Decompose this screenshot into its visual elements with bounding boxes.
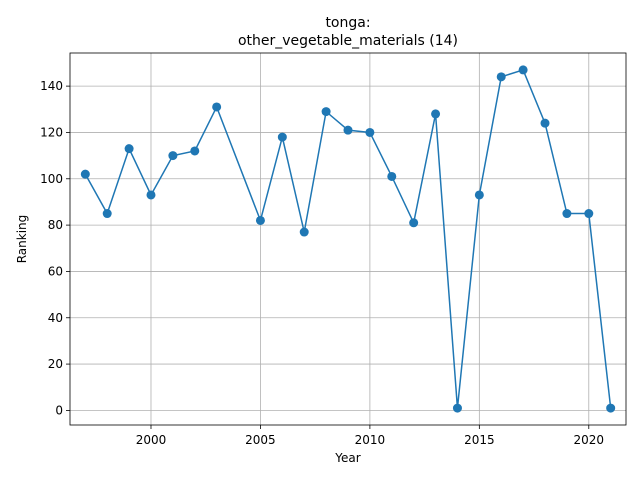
series <box>80 65 616 413</box>
data-point <box>190 146 200 156</box>
plot-frame <box>69 52 627 426</box>
chart-title-line1: tonga: <box>325 15 370 31</box>
data-point <box>474 190 484 200</box>
y-tick-label: 80 <box>48 218 63 232</box>
data-point <box>146 190 156 200</box>
ticks: 2000 2005 2010 2015 2020 0 20 40 60 80 100 120 140 <box>40 79 604 447</box>
data-point <box>102 209 112 219</box>
data-point <box>409 218 419 228</box>
x-tick-label: 2005 <box>245 433 276 447</box>
data-point <box>277 132 287 142</box>
y-tick-label: 0 <box>55 403 63 417</box>
y-tick-label: 120 <box>40 125 63 139</box>
y-tick-label: 60 <box>48 264 63 278</box>
series-line <box>84 68 612 409</box>
y-tick-label: 20 <box>48 357 63 371</box>
data-point <box>387 171 397 181</box>
data-point <box>562 209 572 219</box>
x-tick-label: 2010 <box>355 433 386 447</box>
grid <box>70 53 626 425</box>
data-point <box>124 144 134 154</box>
y-tick-label: 40 <box>48 311 63 325</box>
data-point <box>365 127 375 137</box>
data-point <box>584 209 594 219</box>
data-point <box>321 107 331 117</box>
chart-title-line2: other_vegetable_materials (14) <box>238 33 458 49</box>
data-point <box>540 118 550 128</box>
data-point <box>80 169 90 179</box>
data-point <box>452 403 462 413</box>
data-point <box>343 125 353 135</box>
x-axis-label: Year <box>334 451 360 465</box>
data-point <box>299 227 309 237</box>
data-point <box>606 403 616 413</box>
y-tick-label: 100 <box>40 172 63 186</box>
data-point <box>168 151 178 161</box>
y-tick-label: 140 <box>40 79 63 93</box>
x-tick-label: 2015 <box>464 433 495 447</box>
x-tick-label: 2020 <box>574 433 605 447</box>
data-point <box>518 65 528 75</box>
data-point <box>212 102 222 112</box>
data-point <box>255 215 265 225</box>
data-point <box>496 72 506 82</box>
data-point <box>431 109 441 119</box>
y-axis-label: Ranking <box>15 215 29 264</box>
x-tick-label: 2000 <box>136 433 167 447</box>
